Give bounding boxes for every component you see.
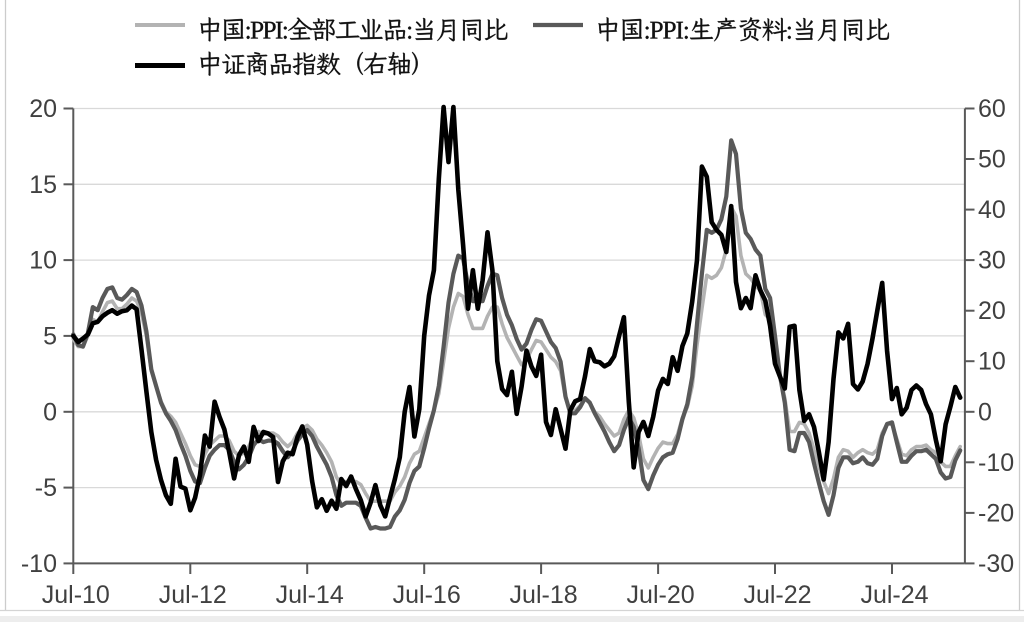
svg-text:40: 40	[978, 196, 1006, 224]
svg-text:30: 30	[978, 247, 1006, 275]
svg-text:-30: -30	[978, 550, 1014, 578]
svg-text:50: 50	[978, 146, 1006, 174]
svg-text:Jul-20: Jul-20	[627, 581, 695, 609]
svg-text:60: 60	[978, 95, 1006, 123]
svg-text:Jul-22: Jul-22	[743, 581, 811, 609]
svg-text:Jul-16: Jul-16	[393, 581, 461, 609]
svg-text:Jul-18: Jul-18	[510, 581, 578, 609]
svg-text:-10: -10	[978, 449, 1014, 477]
svg-text:20: 20	[29, 95, 57, 123]
svg-text:Jul-24: Jul-24	[860, 581, 928, 609]
svg-text:10: 10	[978, 348, 1006, 376]
svg-text:Jul-14: Jul-14	[276, 581, 344, 609]
svg-text:Jul-10: Jul-10	[42, 581, 110, 609]
svg-text:15: 15	[29, 171, 57, 199]
svg-text:20: 20	[978, 297, 1006, 325]
svg-text:-20: -20	[978, 499, 1014, 527]
svg-text:-5: -5	[35, 474, 57, 502]
svg-text:-10: -10	[21, 550, 57, 578]
svg-text:Jul-12: Jul-12	[159, 581, 227, 609]
svg-text:0: 0	[43, 398, 57, 426]
svg-text:10: 10	[29, 247, 57, 275]
svg-text:0: 0	[978, 398, 992, 426]
svg-text:5: 5	[43, 322, 57, 350]
